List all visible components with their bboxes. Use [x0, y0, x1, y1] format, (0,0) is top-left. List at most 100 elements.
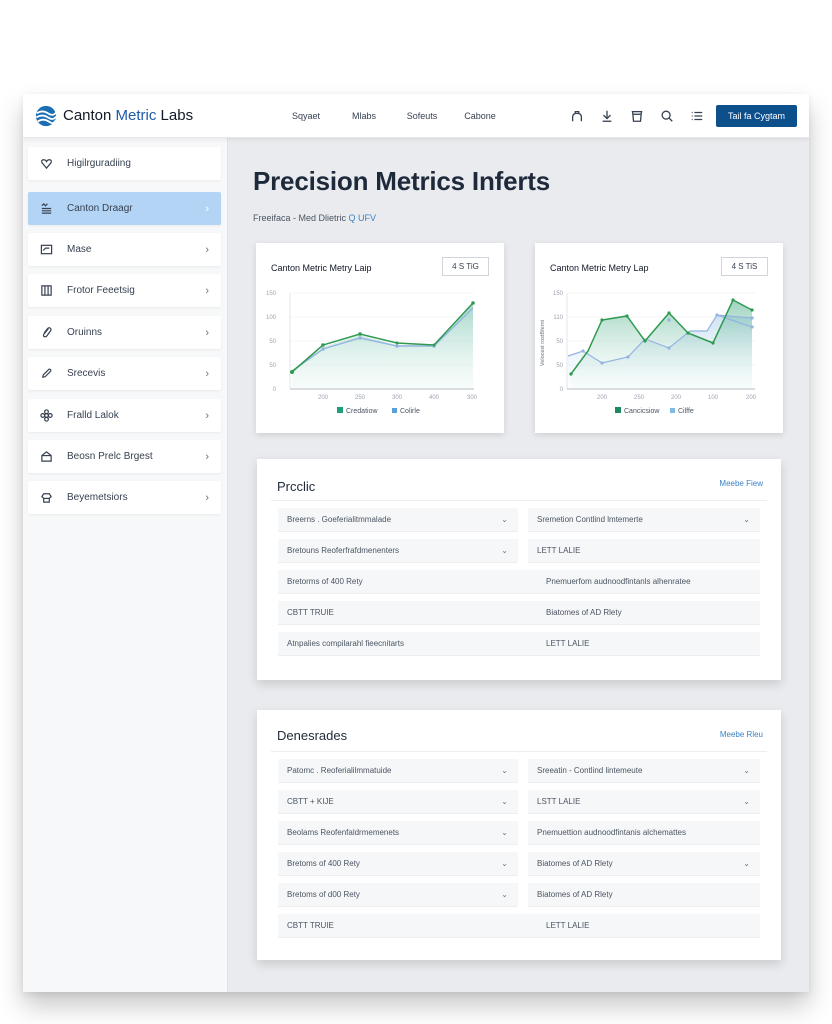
select-field[interactable]: Sremetion Contlind lmtemerte ⌄ [528, 508, 760, 532]
text-field[interactable]: CBTT TRUIE Biatomes of AD Rlety [278, 601, 760, 625]
top-nav: Sqyaet Mlabs Sofeuts Cabone [277, 111, 509, 121]
app-window: Canton Metric Labs Sqyaet Mlabs Sofeuts … [23, 94, 809, 992]
download-icon[interactable] [598, 107, 616, 125]
svg-text:0: 0 [273, 387, 277, 393]
sidebar-item-5[interactable]: Oruinns › [28, 316, 221, 349]
chevron-right-icon: › [205, 243, 209, 256]
chevron-down-icon: ⌄ [743, 515, 750, 524]
search-icon[interactable] [658, 107, 676, 125]
sidebar-item-6[interactable]: Srecevis › [28, 357, 221, 390]
page-title: Precision Metrics Inferts [253, 166, 550, 196]
text-field[interactable]: CBTT TRUIE LETT LALIE [278, 914, 760, 938]
chevron-down-icon: ⌄ [501, 828, 508, 837]
svg-text:100: 100 [708, 395, 719, 401]
puzzle-icon [39, 491, 53, 505]
chart-lines-icon [39, 202, 53, 216]
sidebar: Higilrguradiing Canton Draagr › Mase › F… [23, 138, 228, 992]
svg-text:Colirle: Colirle [400, 408, 420, 415]
svg-text:50: 50 [556, 339, 563, 345]
chart-range-badge[interactable]: 4 S TiS [721, 257, 768, 276]
chevron-right-icon: › [205, 367, 209, 380]
text-field[interactable]: Biatomes of AD Rlety [528, 883, 760, 907]
chevron-down-icon: ⌄ [501, 797, 508, 806]
chart-card-2: Canton Metric Metry Lap 4 S TiS Velocest… [535, 243, 783, 433]
select-field[interactable]: LSTT LALIE ⌄ [528, 790, 760, 814]
nav-item-3[interactable]: Sofeuts [406, 110, 438, 121]
line-chart-1: 150 100 50 50 0 200 250 300 [266, 291, 478, 415]
select-field[interactable]: Breerns . Goeferialitmmalade ⌄ [278, 508, 518, 532]
chart-range-badge[interactable]: 4 S TiG [442, 257, 489, 276]
svg-text:200: 200 [671, 395, 682, 401]
sidebar-item-label: Canton Draagr [67, 203, 133, 214]
svg-text:50: 50 [556, 363, 563, 369]
paperclip-icon [39, 326, 53, 340]
divider [271, 500, 767, 501]
svg-text:250: 250 [634, 395, 645, 401]
select-field[interactable]: Bretoms of d00 Rety ⌄ [278, 883, 518, 907]
chevron-right-icon: › [205, 202, 209, 215]
cta-button[interactable]: Tail fa Cygtam [716, 104, 797, 127]
window-icon [39, 243, 53, 257]
svg-text:250: 250 [355, 395, 366, 401]
sidebar-item-9[interactable]: Beyemetsiors › [28, 481, 221, 514]
section-view-link[interactable]: Meebe Fiew [719, 479, 763, 488]
svg-text:400: 400 [429, 395, 440, 401]
sidebar-item-1[interactable]: Higilrguradiing [28, 147, 221, 180]
svg-text:200: 200 [746, 395, 757, 401]
sidebar-item-label: Higilrguradiing [67, 158, 131, 169]
brand-logo[interactable]: Canton Metric Labs [35, 105, 255, 127]
section-view-link[interactable]: Meebe Rleu [719, 730, 763, 739]
nav-item-2[interactable]: Mlabs [351, 110, 376, 121]
sidebar-item-4[interactable]: Frotor Feeetsig › [28, 274, 221, 307]
svg-text:Credatiow: Credatiow [346, 408, 378, 415]
svg-text:200: 200 [318, 395, 329, 401]
sidebar-item-3[interactable]: Mase › [28, 233, 221, 266]
chart-title: Canton Metric Metry Laip [271, 263, 372, 273]
sidebar-item-2[interactable]: Canton Draagr › [28, 192, 221, 225]
chevron-down-icon: ⌄ [501, 766, 508, 775]
list-icon[interactable] [688, 107, 706, 125]
select-field[interactable]: CBTT + KIJE ⌄ [278, 790, 518, 814]
chevron-down-icon: ⌄ [743, 859, 750, 868]
text-field[interactable]: Bretorms of 400 Rety Pnemuerfom audnoodfi… [278, 570, 760, 594]
text-field[interactable]: LETT LALIE [528, 539, 760, 563]
svg-text:50: 50 [269, 339, 276, 345]
bag-icon[interactable] [568, 107, 586, 125]
text-field[interactable]: Atnpalies compilarahl fieecnitarts LETT L… [278, 632, 760, 656]
top-header: Canton Metric Labs Sqyaet Mlabs Sofeuts … [23, 94, 809, 138]
svg-text:Cilffe: Cilffe [678, 408, 694, 415]
section-title: Prcclic [277, 479, 316, 494]
select-field[interactable]: Bretouns Reoferfrafdmenenters ⌄ [278, 539, 518, 563]
nav-item-4[interactable]: Cabone [464, 110, 496, 121]
svg-text:300: 300 [467, 395, 478, 401]
chevron-down-icon: ⌄ [501, 515, 508, 524]
select-field[interactable]: Sreeatin - Contlind lintemeute ⌄ [528, 759, 760, 783]
chart-legend: Credatiow Colirle [337, 407, 420, 415]
box-icon [39, 450, 53, 464]
header-actions [568, 107, 706, 125]
sidebar-item-label: Oruinns [67, 327, 103, 338]
select-field[interactable]: Patomc . Reoferialilmmatuide ⌄ [278, 759, 518, 783]
chevron-down-icon: ⌄ [501, 859, 508, 868]
nav-item-1[interactable]: Sqyaet [291, 110, 321, 121]
subtitle-link[interactable]: Q UFV [348, 213, 377, 223]
sidebar-item-7[interactable]: Fralld Lalok › [28, 399, 221, 432]
sidebar-item-label: Beyemetsiors [67, 492, 128, 503]
chevron-down-icon: ⌄ [743, 797, 750, 806]
select-field[interactable]: Beolams Reofenfaldrmemenets ⌄ [278, 821, 518, 845]
chevron-right-icon: › [205, 326, 209, 339]
chevron-right-icon: › [205, 491, 209, 504]
sidebar-item-label: Beosn Prelc Brgest [67, 451, 153, 462]
chevron-down-icon: ⌄ [743, 766, 750, 775]
text-field[interactable]: Pnemuettion audnoodfintanis alchemattes [528, 821, 760, 845]
divider [271, 751, 767, 752]
chart-title: Canton Metric Metry Lap [550, 263, 649, 273]
svg-text:Velocest rostBfernt: Velocest rostBfernt [540, 319, 546, 366]
svg-text:Cancicsiow: Cancicsiow [624, 408, 660, 415]
select-field[interactable]: Biatomes of AD Rlety ⌄ [528, 852, 760, 876]
heart-icon [39, 157, 53, 171]
svg-text:150: 150 [266, 291, 277, 297]
sidebar-item-8[interactable]: Beosn Prelc Brgest › [28, 440, 221, 473]
bucket-icon[interactable] [628, 107, 646, 125]
select-field[interactable]: Bretoms of 400 Rety ⌄ [278, 852, 518, 876]
